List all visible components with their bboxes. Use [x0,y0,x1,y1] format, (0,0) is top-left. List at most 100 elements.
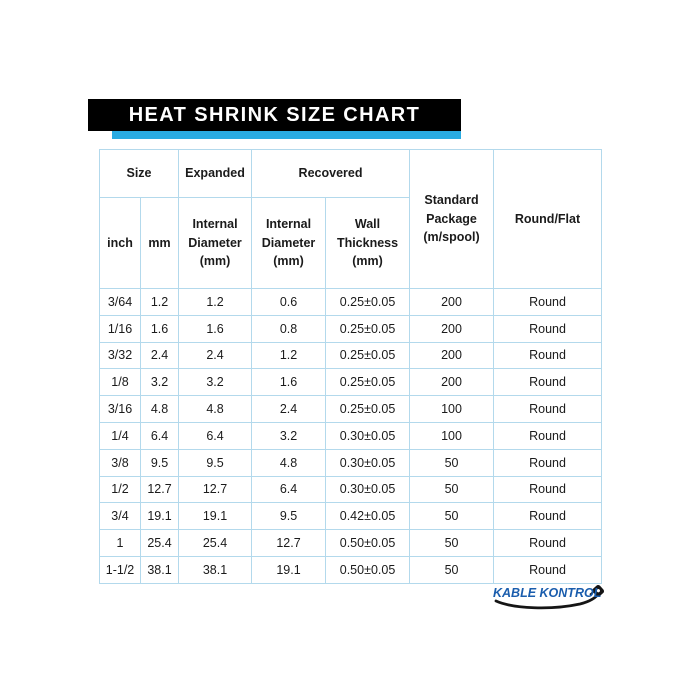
table-cell: 0.25±0.05 [325,395,411,423]
table-cell: 1.2 [178,288,253,316]
table-cell: 50 [409,529,495,557]
table-cell: 2.4 [178,341,253,370]
table-cell: 0.50±0.05 [325,555,411,584]
table-cell: 0.25±0.05 [325,314,411,343]
title-accent-underline [112,131,461,139]
table-cell: 1/8 [99,368,141,397]
sub-header-row: inch mm Internal Diameter (mm) Internal … [99,197,602,289]
table-row: 3/32 2.4 2.4 1.2 0.25±0.05 200 Round [99,341,603,370]
table-cell: 0.8 [251,314,327,343]
table-cell: 38.1 [139,555,180,584]
table-cell: 25.4 [178,529,253,557]
table-cell: 200 [409,314,495,343]
table-row: 3/16 4.8 4.8 2.4 0.25±0.05 100 Round [99,395,603,423]
table-cell: 100 [409,395,495,423]
table-cell: 3.2 [251,421,327,450]
table-cell: 0.6 [251,288,327,316]
table-cell: Round [493,502,603,531]
table-cell: 12.7 [139,475,180,504]
header-recovered-internal-diameter: Internal Diameter (mm) [251,197,327,289]
header-wall-thickness: Wall Thickness (mm) [325,197,411,289]
table-cell: 1.6 [178,314,253,343]
logo-text: KABLE KONTROL [493,586,601,600]
table-cell: Round [493,288,603,316]
table-cell: 50 [409,555,495,584]
table-cell: 0.25±0.05 [325,341,411,370]
table-row: 1/8 3.2 3.2 1.6 0.25±0.05 200 Round [99,368,603,397]
table-cell: 0.50±0.05 [325,529,411,557]
table-cell: 6.4 [139,421,180,450]
table-cell: 200 [409,368,495,397]
table-cell: Round [493,395,603,423]
table-cell: 6.4 [178,421,253,450]
table-cell: 38.1 [178,555,253,584]
table-cell: 3/32 [99,341,141,370]
table-cell: 3.2 [139,368,180,397]
header-round-flat: Round/Flat [493,149,603,289]
table-cell: 2.4 [251,395,327,423]
table-row: 1/4 6.4 6.4 3.2 0.30±0.05 100 Round [99,421,603,450]
table-cell: Round [493,475,603,504]
table-cell: 1/16 [99,314,141,343]
table-row: 3/64 1.2 1.2 0.6 0.25±0.05 200 Round [99,288,603,316]
table-cell: 1.6 [251,368,327,397]
table-cell: 9.5 [139,448,180,477]
table-body: 3/64 1.2 1.2 0.6 0.25±0.05 200 Round 1/16 1.6 1.6… [99,288,603,584]
table-cell: 4.8 [251,448,327,477]
table-cell: 0.30±0.05 [325,421,411,450]
table-cell: 0.25±0.05 [325,288,411,316]
header-expanded-internal-diameter: Internal Diameter (mm) [178,197,253,289]
table-cell: 0.42±0.05 [325,502,411,531]
table-cell: Round [493,368,603,397]
table-row: 1 25.4 25.4 12.7 0.50±0.05 50 Round [99,529,603,557]
table-cell: 3/64 [99,288,141,316]
table-cell: 200 [409,341,495,370]
table-cell: 100 [409,421,495,450]
table-cell: 1.2 [251,341,327,370]
kable-kontrol-logo: KABLE KONTROL [493,584,605,610]
table-cell: 3/8 [99,448,141,477]
table-cell: 1/2 [99,475,141,504]
table-cell: 1/4 [99,421,141,450]
table-cell: Round [493,421,603,450]
table-cell: 4.8 [178,395,253,423]
header-standard-package: Standard Package (m/spool) [409,149,495,289]
header-mm: mm [139,197,180,289]
header-size: Size [98,149,180,198]
table-cell: 1.2 [139,288,180,316]
header-recovered: Recovered [251,149,411,198]
table-cell: Round [493,448,603,477]
table-cell: Round [493,555,603,584]
table-cell: Round [493,341,603,370]
table-row: 3/4 19.1 19.1 9.5 0.42±0.05 50 Round [99,502,603,531]
table-cell: 9.5 [178,448,253,477]
table-cell: 0.30±0.05 [325,475,411,504]
table-cell: 2.4 [139,341,180,370]
table-row: 1-1/2 38.1 38.1 19.1 0.50±0.05 50 Round [99,555,603,584]
table-row: 1/16 1.6 1.6 0.8 0.25±0.05 200 Round [99,314,603,343]
table-cell: 3.2 [178,368,253,397]
table-cell: 25.4 [139,529,180,557]
table-cell: 12.7 [251,529,327,557]
table-cell: Round [493,314,603,343]
page-title: HEAT SHRINK SIZE CHART [128,103,421,126]
table-cell: 4.8 [139,395,180,423]
table-cell: 6.4 [251,475,327,504]
table-row: 1/2 12.7 12.7 6.4 0.30±0.05 50 Round [99,475,603,504]
table-cell: 50 [409,502,495,531]
table-row: 3/8 9.5 9.5 4.8 0.30±0.05 50 Round [99,448,603,477]
table-cell: 12.7 [178,475,253,504]
table-cell: 9.5 [251,502,327,531]
table-cell: 1-1/2 [99,555,141,584]
header-expanded: Expanded [178,149,253,198]
table-cell: 0.30±0.05 [325,448,411,477]
header-inch: inch [99,197,141,289]
table-cell: 50 [409,475,495,504]
plug-icon [589,584,605,600]
table-cell: 1 [99,529,141,557]
table-cell: 19.1 [178,502,253,531]
table-cell: 50 [409,448,495,477]
title-banner: HEAT SHRINK SIZE CHART [88,99,461,131]
table-cell: 0.25±0.05 [325,368,411,397]
